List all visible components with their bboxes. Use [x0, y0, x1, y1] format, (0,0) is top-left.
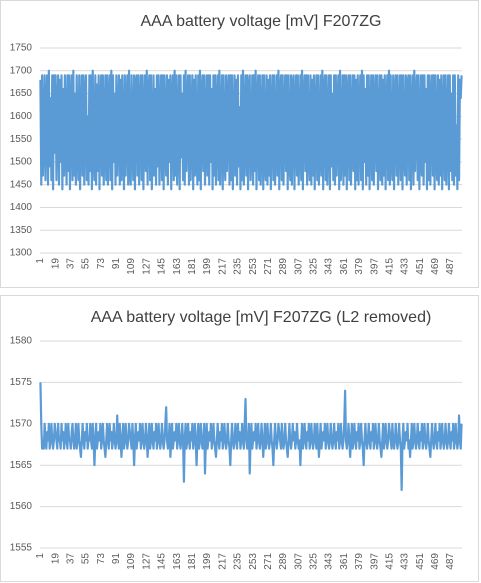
x-tick-label: 199	[202, 553, 213, 570]
x-tick-label: 127	[141, 553, 152, 570]
y-tick-label: 1580	[10, 336, 33, 347]
x-tick-label: 253	[248, 553, 259, 570]
data-line	[39, 382, 463, 492]
x-tick-label: 271	[263, 553, 274, 570]
x-tick-label: 55	[81, 553, 92, 565]
y-tick-label: 1600	[10, 111, 33, 122]
x-tick-label: 397	[369, 258, 380, 275]
y-tick-label: 1650	[10, 88, 33, 99]
x-tick-label: 451	[415, 553, 426, 570]
x-tick-label: 217	[217, 258, 228, 275]
x-tick-label: 91	[111, 258, 122, 270]
x-tick-label: 307	[293, 553, 304, 570]
x-tick-label: 325	[309, 553, 320, 570]
x-tick-label: 469	[430, 258, 441, 275]
x-tick-label: 145	[157, 258, 168, 275]
x-tick-label: 415	[384, 553, 395, 570]
x-tick-label: 361	[339, 553, 350, 570]
x-tick-label: 361	[339, 258, 350, 275]
x-tick-label: 145	[157, 553, 168, 570]
y-tick-label: 1350	[10, 225, 33, 236]
x-tick-label: 343	[324, 258, 335, 275]
chart-title: AAA battery voltage [mV] F207ZG	[141, 13, 382, 30]
x-tick-label: 73	[96, 258, 107, 270]
x-tick-label: 109	[126, 258, 137, 275]
x-tick-label: 487	[445, 258, 456, 275]
x-tick-label: 19	[50, 258, 61, 270]
x-tick-label: 253	[248, 258, 259, 275]
x-tick-label: 181	[187, 553, 198, 570]
x-tick-label: 289	[278, 553, 289, 570]
y-tick-label: 1565	[10, 460, 33, 471]
x-tick-label: 469	[430, 553, 441, 570]
x-tick-label: 37	[65, 553, 76, 565]
x-tick-label: 451	[415, 258, 426, 275]
x-tick-label: 235	[233, 553, 244, 570]
y-tick-label: 1700	[10, 65, 33, 76]
x-tick-label: 163	[172, 258, 183, 275]
x-tick-label: 325	[309, 258, 320, 275]
x-tick-label: 415	[384, 258, 395, 275]
x-tick-label: 73	[96, 553, 107, 565]
x-tick-label: 433	[400, 258, 411, 275]
y-tick-label: 1560	[10, 501, 33, 512]
y-tick-label: 1750	[10, 43, 33, 54]
y-tick-label: 1570	[10, 418, 33, 429]
x-tick-label: 397	[369, 553, 380, 570]
x-tick-label: 289	[278, 258, 289, 275]
y-tick-label: 1400	[10, 202, 33, 213]
x-tick-label: 1	[35, 553, 46, 559]
x-tick-label: 235	[233, 258, 244, 275]
x-tick-label: 1	[35, 258, 46, 264]
x-tick-label: 19	[50, 553, 61, 565]
x-tick-label: 55	[81, 258, 92, 270]
x-tick-label: 181	[187, 258, 198, 275]
y-tick-label: 1555	[10, 543, 33, 554]
x-tick-label: 343	[324, 553, 335, 570]
x-tick-label: 433	[400, 553, 411, 570]
y-tick-label: 1300	[10, 248, 33, 259]
x-tick-label: 91	[111, 553, 122, 565]
data-line	[39, 69, 463, 191]
x-tick-label: 379	[354, 258, 365, 275]
x-tick-label: 307	[293, 258, 304, 275]
y-tick-label: 1575	[10, 377, 33, 388]
x-tick-label: 37	[65, 258, 76, 270]
x-tick-label: 487	[445, 553, 456, 570]
y-tick-label: 1500	[10, 157, 33, 168]
chart-title: AAA battery voltage [mV] F207ZG (L2 remo…	[91, 309, 432, 326]
x-tick-label: 163	[172, 553, 183, 570]
x-tick-label: 271	[263, 258, 274, 275]
y-tick-label: 1450	[10, 179, 33, 190]
x-tick-label: 127	[141, 258, 152, 275]
x-tick-label: 217	[217, 553, 228, 570]
y-tick-label: 1550	[10, 134, 33, 145]
x-tick-label: 199	[202, 258, 213, 275]
x-tick-label: 379	[354, 553, 365, 570]
x-tick-label: 109	[126, 553, 137, 570]
